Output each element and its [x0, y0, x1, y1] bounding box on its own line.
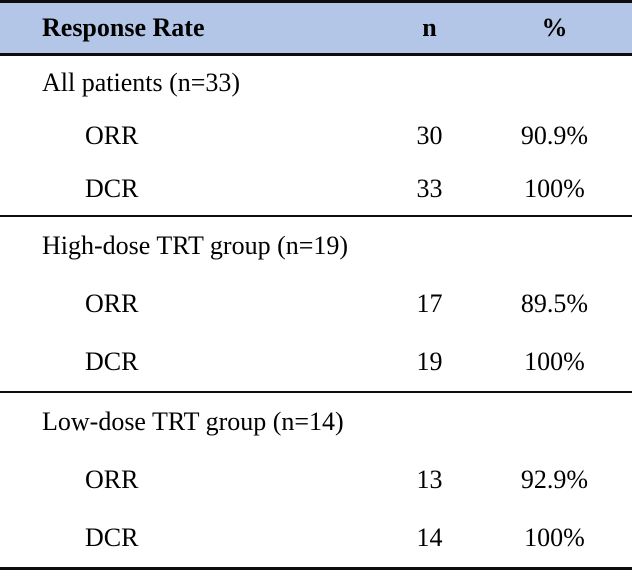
table-header-row: Response Rate n %: [0, 0, 632, 56]
table-row-orr: ORR 17 89.5%: [0, 275, 632, 333]
row-label: ORR: [85, 289, 139, 318]
section-all-patients: All patients (n=33) ORR 30 90.9% DCR 33 …: [0, 56, 632, 217]
row-percent-value: 92.9%: [520, 465, 589, 494]
row-percent-value: 90.9%: [520, 120, 589, 150]
row-n-value: 17: [416, 289, 443, 318]
table-row-dcr: DCR 33 100%: [0, 162, 632, 215]
section-high-dose-trt: High-dose TRT group (n=19) ORR 17 89.5% …: [0, 217, 632, 393]
table-row-dcr: DCR 19 100%: [0, 333, 632, 391]
header-percent: %: [541, 13, 568, 42]
header-response-rate: Response Rate: [42, 13, 205, 42]
row-percent-value: 100%: [524, 347, 585, 376]
row-label: DCR: [85, 173, 139, 203]
group-title: High-dose TRT group (n=19): [42, 231, 349, 260]
group-title: All patients (n=33): [42, 67, 241, 97]
section-low-dose-trt: Low-dose TRT group (n=14) ORR 13 92.9% D…: [0, 393, 632, 570]
table-row-dcr: DCR 14 100%: [0, 509, 632, 567]
row-n-value: 14: [416, 523, 443, 552]
group-title-row: High-dose TRT group (n=19): [0, 217, 632, 275]
row-n-value: 13: [416, 465, 443, 494]
row-percent-value: 100%: [524, 523, 585, 552]
table-row-orr: ORR 30 90.9%: [0, 109, 632, 162]
table-row-orr: ORR 13 92.9%: [0, 451, 632, 509]
row-label: ORR: [85, 120, 139, 150]
group-title: Low-dose TRT group (n=14): [42, 407, 344, 436]
group-title-row: All patients (n=33): [0, 56, 632, 109]
row-label: DCR: [85, 523, 139, 552]
row-label: ORR: [85, 465, 139, 494]
row-label: DCR: [85, 347, 139, 376]
row-percent-value: 100%: [524, 173, 585, 203]
group-title-row: Low-dose TRT group (n=14): [0, 393, 632, 451]
row-n-value: 33: [416, 173, 443, 203]
row-n-value: 30: [416, 120, 443, 150]
row-percent-value: 89.5%: [520, 289, 589, 318]
header-n: n: [422, 13, 437, 42]
row-n-value: 19: [416, 347, 443, 376]
